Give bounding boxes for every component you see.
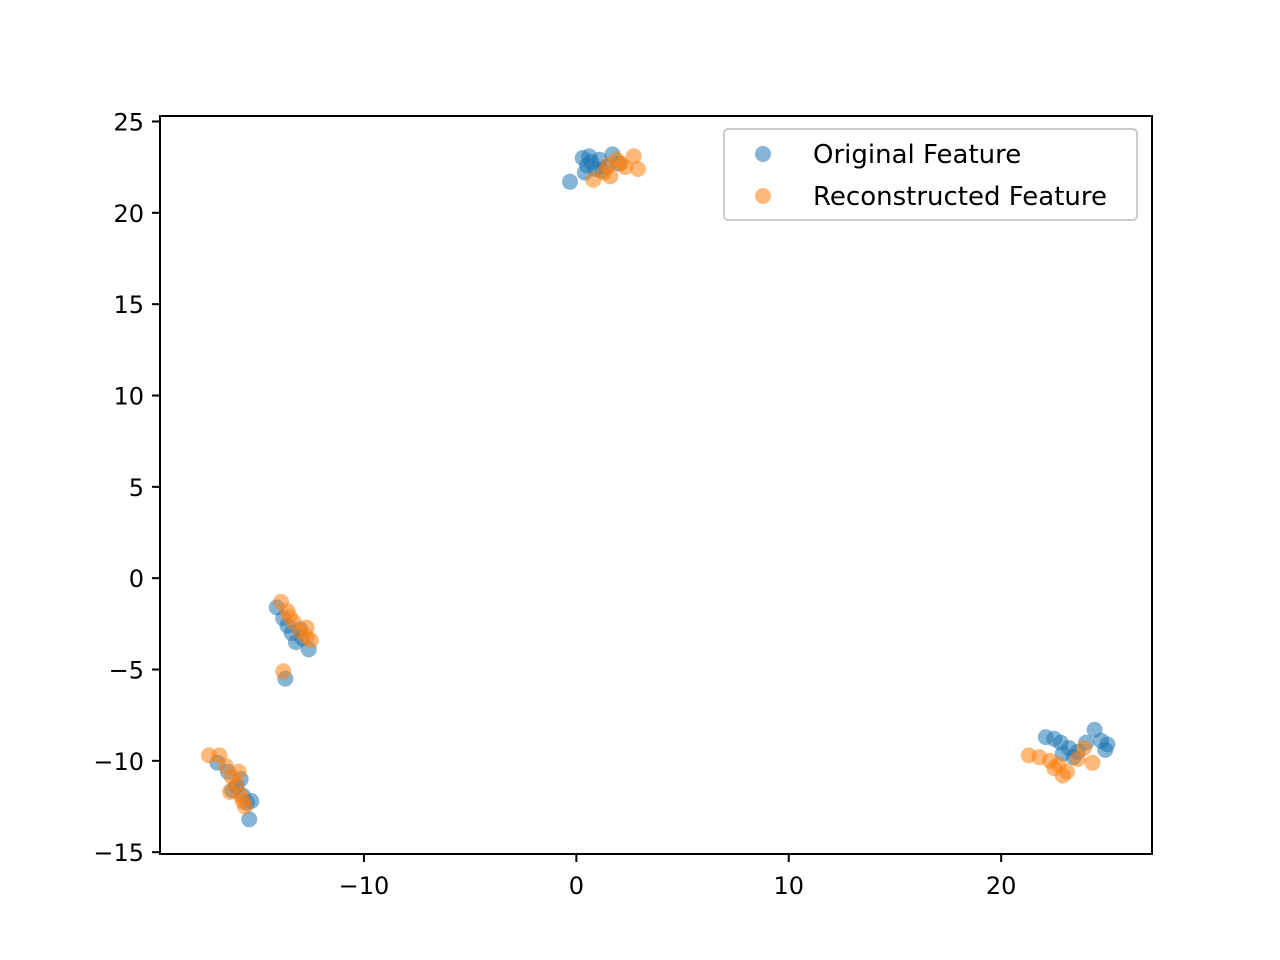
x-tick-label: −10 <box>339 872 390 900</box>
y-tick-label: −15 <box>93 839 144 867</box>
reconstructed-feature-point <box>1084 754 1101 771</box>
reconstructed-feature-point <box>230 763 247 780</box>
y-tick-label: 20 <box>113 200 144 228</box>
x-tick-label: 0 <box>569 872 584 900</box>
original-feature-point <box>581 148 598 165</box>
points-layer <box>200 146 1116 828</box>
original-feature-point <box>241 811 258 828</box>
x-axis: −10 0 10 20 <box>339 854 1017 900</box>
legend-box <box>723 128 1138 221</box>
legend: Original Feature Reconstructed Feature <box>723 128 1138 221</box>
reconstructed-feature-point <box>234 793 251 809</box>
x-tick-label: 10 <box>773 872 804 900</box>
reconstructed-feature-point <box>1076 740 1092 756</box>
legend-label-reconstructed: Reconstructed Feature <box>813 182 1107 212</box>
reconstructed-feature-point <box>625 148 642 165</box>
y-axis: 25 20 15 10 5 0 −5 −10 −15 <box>93 108 160 867</box>
reconstructed-feature-point <box>281 608 298 625</box>
y-tick-label: 10 <box>113 382 144 410</box>
reconstructed-feature-point <box>222 783 239 800</box>
y-tick-label: 0 <box>129 565 144 593</box>
reconstructed-feature-point <box>613 155 629 172</box>
reconstructed-feature-point <box>298 619 315 636</box>
reconstructed-feature-point <box>602 168 619 185</box>
y-tick-label: 25 <box>113 108 144 136</box>
y-tick-label: −5 <box>109 657 144 685</box>
reconstructed-feature-point <box>275 663 292 680</box>
original-feature-point <box>562 173 578 190</box>
original-feature-point <box>1097 741 1114 758</box>
reconstructed-feature-point <box>302 632 319 649</box>
reconstructed-feature-point <box>629 161 646 177</box>
legend-label-original: Original Feature <box>813 140 1021 170</box>
plot-frame <box>159 115 1153 855</box>
y-tick-label: −10 <box>93 748 144 776</box>
y-tick-label: 15 <box>113 291 144 319</box>
reconstructed-feature-point <box>1046 760 1063 777</box>
y-tick-label: 5 <box>129 474 144 502</box>
x-tick-label: 20 <box>986 872 1017 900</box>
legend-marker-reconstructed <box>755 188 771 204</box>
legend-marker-original <box>755 146 771 162</box>
